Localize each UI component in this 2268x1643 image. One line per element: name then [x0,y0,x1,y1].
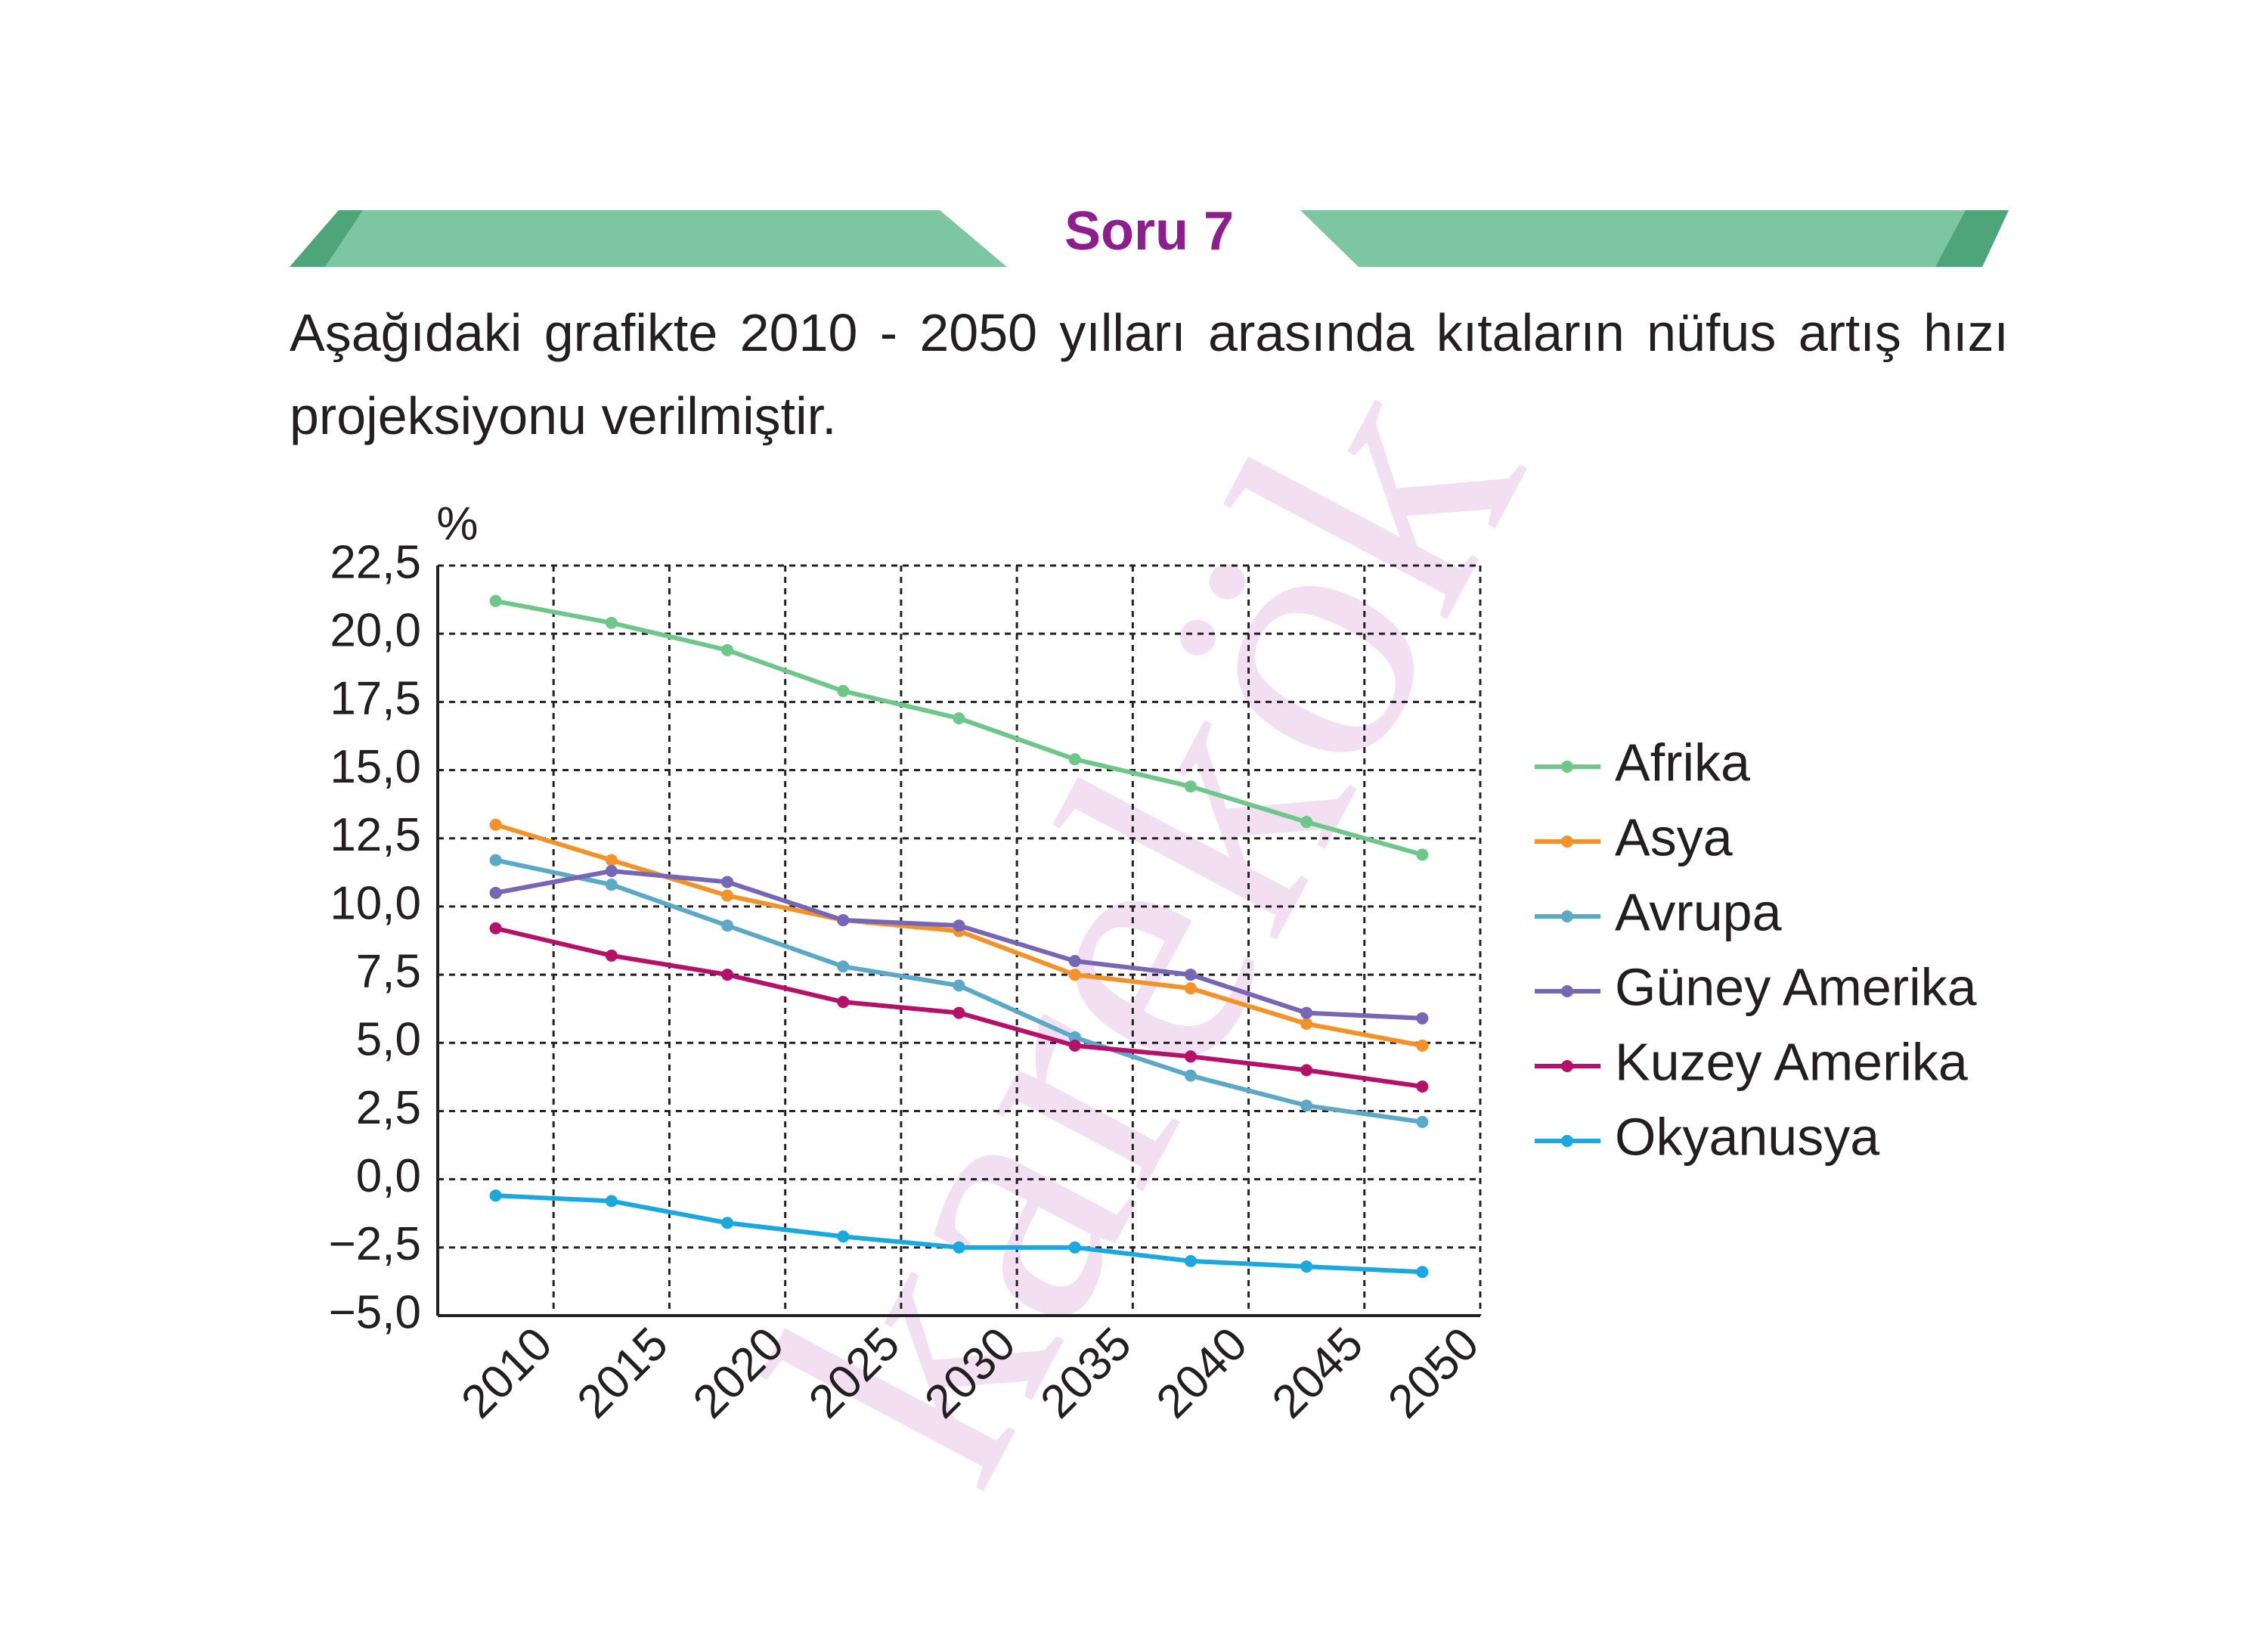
data-point [721,919,734,932]
data-point [1068,969,1081,981]
data-point [837,960,850,973]
y-tick-label: 20,0 [330,605,421,657]
data-point [721,1217,734,1229]
banner-corner [290,210,363,267]
data-point [953,979,965,992]
data-point [1184,1069,1197,1082]
legend-label: Okyanusya [1615,1107,1879,1166]
data-point [489,1189,502,1202]
y-tick-label: 15,0 [330,741,421,793]
data-point [953,712,965,725]
data-point [605,616,618,629]
data-point [837,1230,850,1243]
data-point [605,1195,618,1207]
data-point [1300,816,1313,829]
data-point [1416,1266,1429,1279]
x-tick-label: 2015 [568,1318,678,1428]
data-point [1416,1012,1429,1025]
data-point [1184,1050,1197,1063]
data-point [489,886,502,899]
data-point [721,876,734,888]
data-point [953,919,965,932]
data-point [1416,848,1429,861]
data-point [721,969,734,981]
data-point [1068,1039,1081,1052]
data-point [837,684,850,697]
title: Soru 7 [1064,201,1234,262]
y-tick-label: 10,0 [330,877,421,929]
data-point [1416,1080,1429,1093]
data-point [1300,1006,1313,1019]
x-tick-label: 2050 [1378,1318,1489,1428]
data-point [1184,969,1197,981]
data-point [837,996,850,1009]
legend-marker [1561,910,1573,922]
legend-label: Asya [1615,808,1733,866]
data-point [953,1241,965,1254]
data-point [1300,1064,1313,1077]
y-tick-label: 0,0 [356,1150,421,1202]
data-point [489,854,502,866]
y-axis-label: % [436,498,478,550]
data-point [1416,1115,1429,1128]
data-point [605,879,618,891]
data-point [953,1006,965,1019]
y-tick-label: −5,0 [329,1286,421,1338]
banner-right [1300,210,2009,267]
x-tick-label: 2045 [1263,1318,1373,1428]
data-point [1184,780,1197,793]
data-point [489,922,502,935]
y-tick-label: 7,5 [356,945,421,997]
legend-marker [1561,835,1573,848]
data-point [1184,982,1197,995]
banner-left [290,210,1007,267]
legend-marker [1561,1135,1573,1147]
legend-label: Güney Amerika [1615,957,1977,1016]
data-point [1300,1099,1313,1112]
y-tick-label: −2,5 [329,1218,421,1270]
data-point [489,818,502,831]
data-point [1068,1241,1081,1254]
data-point [1300,1018,1313,1031]
x-tick-label: 2040 [1147,1318,1257,1428]
data-point [721,643,734,656]
y-tick-label: 2,5 [356,1082,421,1134]
legend-marker [1561,761,1573,773]
data-point [1184,1254,1197,1267]
data-point [605,865,618,878]
data-point [721,889,734,902]
legend-marker [1561,985,1573,997]
data-point [489,594,502,607]
y-tick-label: 12,5 [330,809,421,861]
banner-corner [1935,210,2009,267]
x-tick-label: 2010 [451,1318,562,1428]
legend-label: Avrupa [1615,882,1782,941]
data-point [1068,955,1081,968]
question-text: Aşağıdaki grafikte 2010 - 2050 yılları a… [290,303,2009,445]
data-point [1068,753,1081,766]
legend-label: Kuzey Amerika [1615,1032,1968,1091]
y-tick-label: 22,5 [330,536,421,588]
data-point [1416,1039,1429,1052]
y-tick-label: 17,5 [330,673,421,725]
data-point [605,949,618,962]
y-tick-label: 5,0 [356,1014,421,1066]
data-point [605,854,618,866]
legend-label: Afrika [1615,733,1750,792]
data-point [837,913,850,926]
legend-marker [1561,1060,1573,1072]
data-point [1300,1260,1313,1273]
